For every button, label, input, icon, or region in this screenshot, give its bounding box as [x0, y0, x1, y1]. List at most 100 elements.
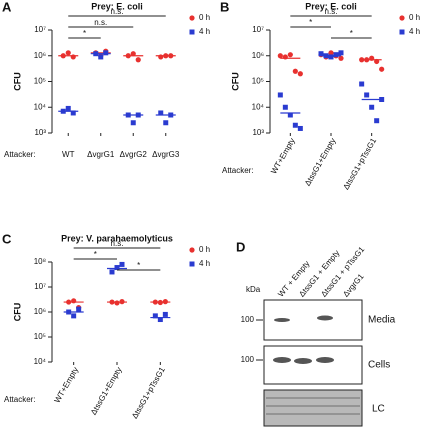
y-axis-label: CFU	[230, 72, 240, 91]
x-axis-label: Attacker:	[4, 150, 36, 159]
x-tick-label: ΔvgrG1	[87, 150, 115, 159]
comparison-label: n.s.	[111, 7, 124, 16]
band	[273, 357, 291, 363]
y-tick-label: 10⁵	[34, 332, 46, 341]
point	[399, 29, 405, 35]
point	[119, 261, 125, 267]
blot-box	[263, 345, 363, 385]
point	[374, 118, 380, 124]
point	[318, 51, 324, 57]
point	[76, 306, 82, 312]
x-tick-label: ΔvgrG2	[120, 150, 148, 159]
point	[333, 52, 339, 58]
point	[338, 50, 344, 56]
legend-label: 0 h	[199, 245, 210, 254]
panel-label: D	[236, 239, 245, 254]
panel-label: B	[220, 0, 229, 14]
point	[189, 261, 195, 267]
point	[135, 57, 141, 63]
point	[328, 50, 334, 56]
marker-label: 100	[241, 315, 255, 324]
x-tick-label: ΔtssG1+Empty	[89, 366, 124, 417]
point	[399, 15, 405, 21]
row-label: Cells	[368, 360, 390, 371]
lc-bands	[266, 397, 360, 415]
panel-label: C	[2, 231, 12, 246]
legend-label: 0 h	[409, 13, 420, 22]
chart-title: Prey: V. parahaemolyticus	[61, 233, 173, 243]
x-axis-label: Attacker:	[222, 166, 254, 175]
y-tick-label: 10³	[34, 128, 46, 137]
comparison-label: *	[309, 18, 312, 27]
y-tick-label: 10⁵	[252, 77, 264, 86]
row-label: Media	[368, 315, 396, 326]
chart-title: Prey: E. coli	[305, 1, 357, 11]
x-tick-label: ΔtssG1+Empty	[303, 137, 338, 188]
point	[287, 112, 293, 118]
y-tick-label: 10³	[252, 128, 264, 137]
x-tick-label: WT+Empty	[53, 366, 81, 405]
y-tick-label: 10⁴	[34, 357, 47, 366]
point	[292, 68, 298, 74]
point	[297, 71, 303, 77]
x-tick-label: ΔvgrG3	[152, 150, 180, 159]
point	[338, 55, 344, 61]
point	[277, 92, 283, 98]
point	[292, 122, 298, 128]
point	[65, 50, 71, 56]
point	[152, 313, 158, 319]
legend-label: 0 h	[199, 13, 210, 22]
y-tick-label: 10⁷	[34, 282, 46, 291]
y-tick-label: 10⁸	[34, 257, 46, 266]
legend-label: 4 h	[199, 27, 210, 36]
point	[103, 50, 109, 56]
comparison-label: *	[94, 250, 97, 259]
y-axis-label: CFU	[12, 72, 22, 91]
x-tick-label: WT	[62, 150, 75, 159]
legend-label: 4 h	[409, 27, 420, 36]
point	[162, 311, 168, 317]
band	[274, 318, 290, 322]
blot-box	[263, 389, 363, 427]
point	[379, 66, 385, 72]
y-tick-label: 10⁵	[34, 77, 46, 86]
y-tick-label: 10⁶	[34, 51, 46, 60]
point	[98, 54, 104, 60]
comparison-label: n.s.	[111, 239, 124, 248]
comparison-label: *	[137, 261, 140, 270]
point	[130, 120, 136, 126]
panel-label: A	[2, 0, 12, 14]
point	[277, 53, 283, 59]
comparison-label: *	[83, 29, 86, 38]
y-tick-label: 10⁶	[34, 307, 46, 316]
point	[189, 247, 195, 253]
x-tick-label: ΔtssG1+pTssG1	[341, 136, 378, 191]
bands	[273, 315, 334, 364]
point	[163, 120, 169, 126]
point	[369, 104, 375, 110]
x-tick-label: WT+Empty	[269, 137, 297, 176]
point	[70, 110, 76, 116]
point	[189, 29, 195, 35]
point	[287, 52, 293, 58]
y-tick-label: 10⁷	[34, 25, 46, 34]
point	[158, 110, 164, 116]
point	[157, 317, 163, 323]
y-tick-label: 10⁴	[252, 102, 265, 111]
comparison-label: n.s.	[94, 18, 107, 27]
band	[294, 358, 312, 364]
row-label: LC	[372, 404, 385, 415]
point	[114, 265, 120, 271]
point	[189, 15, 195, 21]
point	[70, 54, 76, 60]
chart-title: Prey: E. coli	[91, 1, 143, 11]
point	[71, 313, 77, 319]
point	[282, 104, 288, 110]
unit-label: kDa	[246, 285, 261, 294]
band	[316, 357, 334, 363]
point	[158, 54, 164, 60]
point	[130, 51, 136, 57]
comparison-label: *	[350, 29, 353, 38]
comparison-label: n.s.	[325, 7, 338, 16]
